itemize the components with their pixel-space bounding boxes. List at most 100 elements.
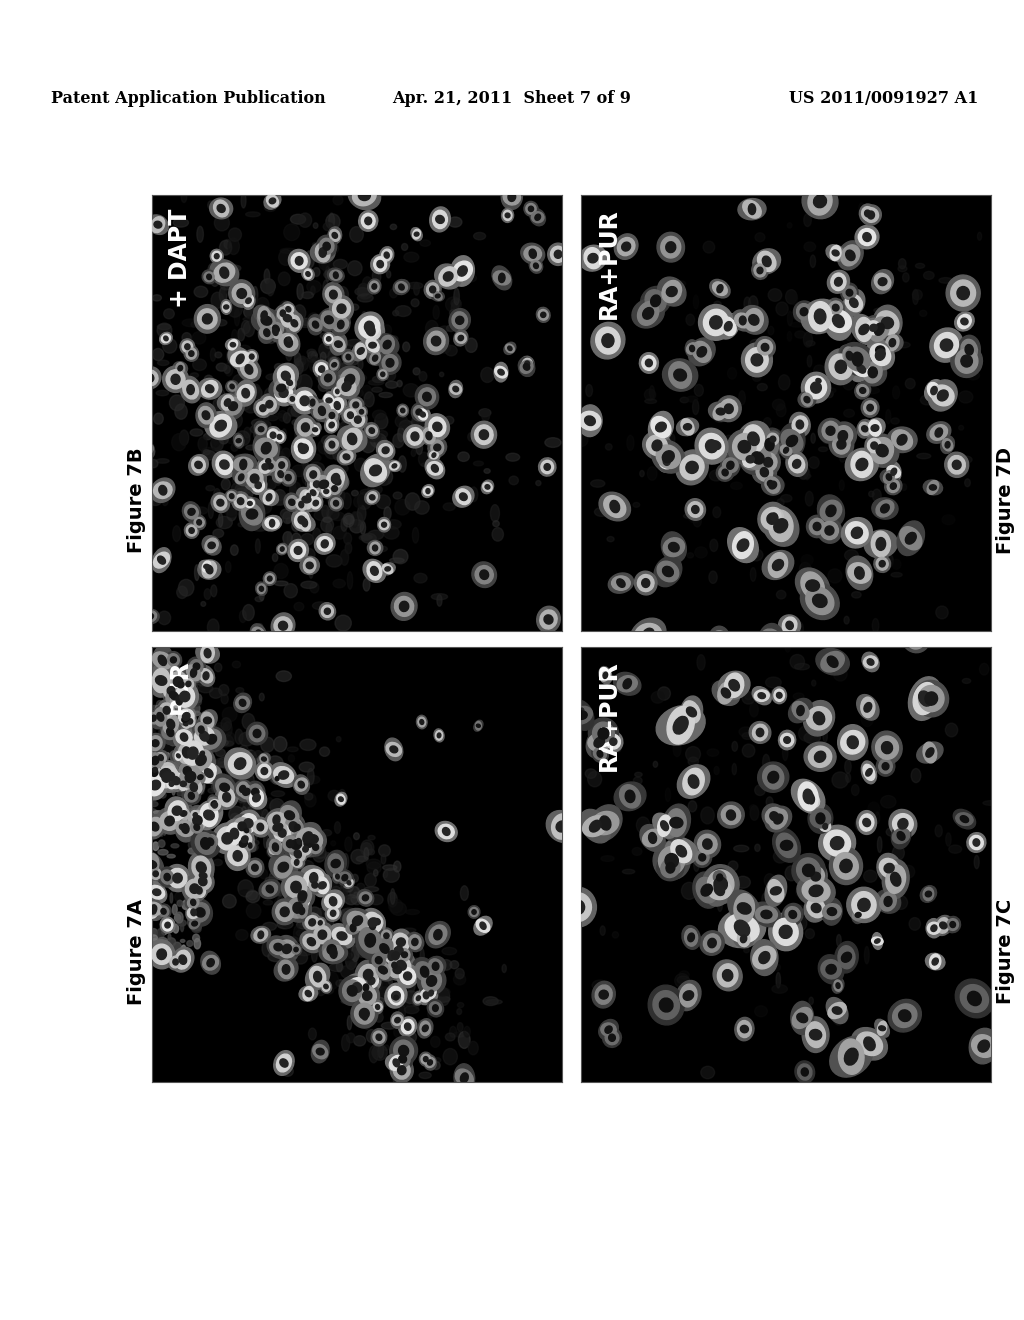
Ellipse shape — [267, 442, 281, 454]
Ellipse shape — [806, 1022, 825, 1048]
Ellipse shape — [224, 397, 242, 414]
Ellipse shape — [201, 832, 220, 853]
Ellipse shape — [932, 958, 938, 965]
Ellipse shape — [564, 892, 592, 921]
Ellipse shape — [855, 912, 861, 917]
Ellipse shape — [813, 376, 823, 385]
Ellipse shape — [351, 412, 365, 426]
Ellipse shape — [439, 326, 449, 331]
Ellipse shape — [415, 994, 423, 1003]
Ellipse shape — [245, 760, 258, 767]
Ellipse shape — [942, 438, 952, 451]
Ellipse shape — [370, 912, 385, 931]
Ellipse shape — [171, 747, 176, 764]
Ellipse shape — [171, 697, 181, 706]
Ellipse shape — [810, 255, 815, 268]
Ellipse shape — [227, 491, 237, 500]
Ellipse shape — [729, 680, 739, 690]
Ellipse shape — [271, 774, 283, 784]
Ellipse shape — [456, 1069, 473, 1086]
Ellipse shape — [861, 207, 873, 220]
Ellipse shape — [157, 928, 165, 939]
Ellipse shape — [927, 422, 951, 444]
Ellipse shape — [396, 946, 413, 962]
Ellipse shape — [865, 387, 880, 393]
Ellipse shape — [666, 242, 676, 252]
Ellipse shape — [316, 936, 330, 942]
Ellipse shape — [669, 362, 691, 388]
Ellipse shape — [352, 185, 376, 206]
Ellipse shape — [432, 1061, 440, 1069]
Ellipse shape — [880, 858, 899, 878]
Ellipse shape — [732, 742, 737, 751]
Ellipse shape — [699, 433, 724, 459]
Ellipse shape — [412, 939, 418, 945]
Ellipse shape — [294, 416, 316, 440]
Ellipse shape — [840, 480, 845, 491]
Ellipse shape — [247, 722, 267, 744]
Ellipse shape — [208, 760, 221, 771]
Ellipse shape — [323, 899, 332, 908]
Ellipse shape — [765, 432, 780, 447]
Ellipse shape — [898, 265, 907, 272]
Ellipse shape — [371, 937, 398, 960]
Ellipse shape — [333, 300, 350, 318]
Ellipse shape — [296, 356, 308, 371]
Ellipse shape — [359, 535, 372, 540]
Ellipse shape — [269, 940, 287, 954]
Ellipse shape — [836, 298, 849, 308]
Ellipse shape — [370, 465, 381, 475]
Ellipse shape — [756, 449, 780, 475]
Ellipse shape — [181, 742, 195, 751]
Ellipse shape — [838, 240, 863, 269]
Ellipse shape — [261, 442, 271, 454]
Ellipse shape — [151, 760, 180, 787]
Ellipse shape — [202, 561, 216, 578]
Ellipse shape — [829, 422, 856, 450]
Ellipse shape — [281, 469, 296, 486]
Ellipse shape — [334, 318, 342, 327]
Ellipse shape — [323, 940, 341, 958]
Ellipse shape — [697, 347, 707, 356]
Ellipse shape — [866, 339, 894, 370]
Ellipse shape — [351, 999, 378, 1028]
Ellipse shape — [239, 346, 251, 354]
Ellipse shape — [868, 491, 874, 496]
Ellipse shape — [593, 722, 614, 744]
Ellipse shape — [357, 978, 375, 997]
Ellipse shape — [758, 251, 776, 272]
Ellipse shape — [198, 710, 217, 731]
Ellipse shape — [184, 523, 199, 539]
Ellipse shape — [240, 459, 247, 470]
Ellipse shape — [190, 809, 201, 821]
Ellipse shape — [189, 891, 194, 896]
Ellipse shape — [472, 909, 476, 915]
Ellipse shape — [194, 904, 208, 917]
Ellipse shape — [282, 871, 310, 903]
Ellipse shape — [187, 779, 194, 784]
Ellipse shape — [355, 405, 368, 418]
Ellipse shape — [711, 869, 728, 886]
Ellipse shape — [157, 886, 159, 891]
Ellipse shape — [804, 422, 808, 432]
Ellipse shape — [897, 342, 910, 348]
Ellipse shape — [157, 766, 178, 788]
Ellipse shape — [308, 907, 322, 920]
Ellipse shape — [318, 366, 325, 372]
Ellipse shape — [178, 176, 194, 189]
Ellipse shape — [236, 836, 252, 851]
Ellipse shape — [204, 589, 211, 599]
Ellipse shape — [958, 425, 964, 430]
Ellipse shape — [376, 1034, 382, 1040]
Ellipse shape — [188, 921, 195, 925]
Ellipse shape — [158, 906, 169, 917]
Ellipse shape — [230, 351, 250, 367]
Ellipse shape — [182, 502, 201, 521]
Ellipse shape — [592, 812, 618, 834]
Ellipse shape — [326, 523, 332, 535]
Ellipse shape — [250, 425, 265, 434]
Ellipse shape — [249, 751, 264, 758]
Ellipse shape — [284, 224, 300, 240]
Ellipse shape — [663, 450, 674, 463]
Ellipse shape — [302, 168, 327, 194]
